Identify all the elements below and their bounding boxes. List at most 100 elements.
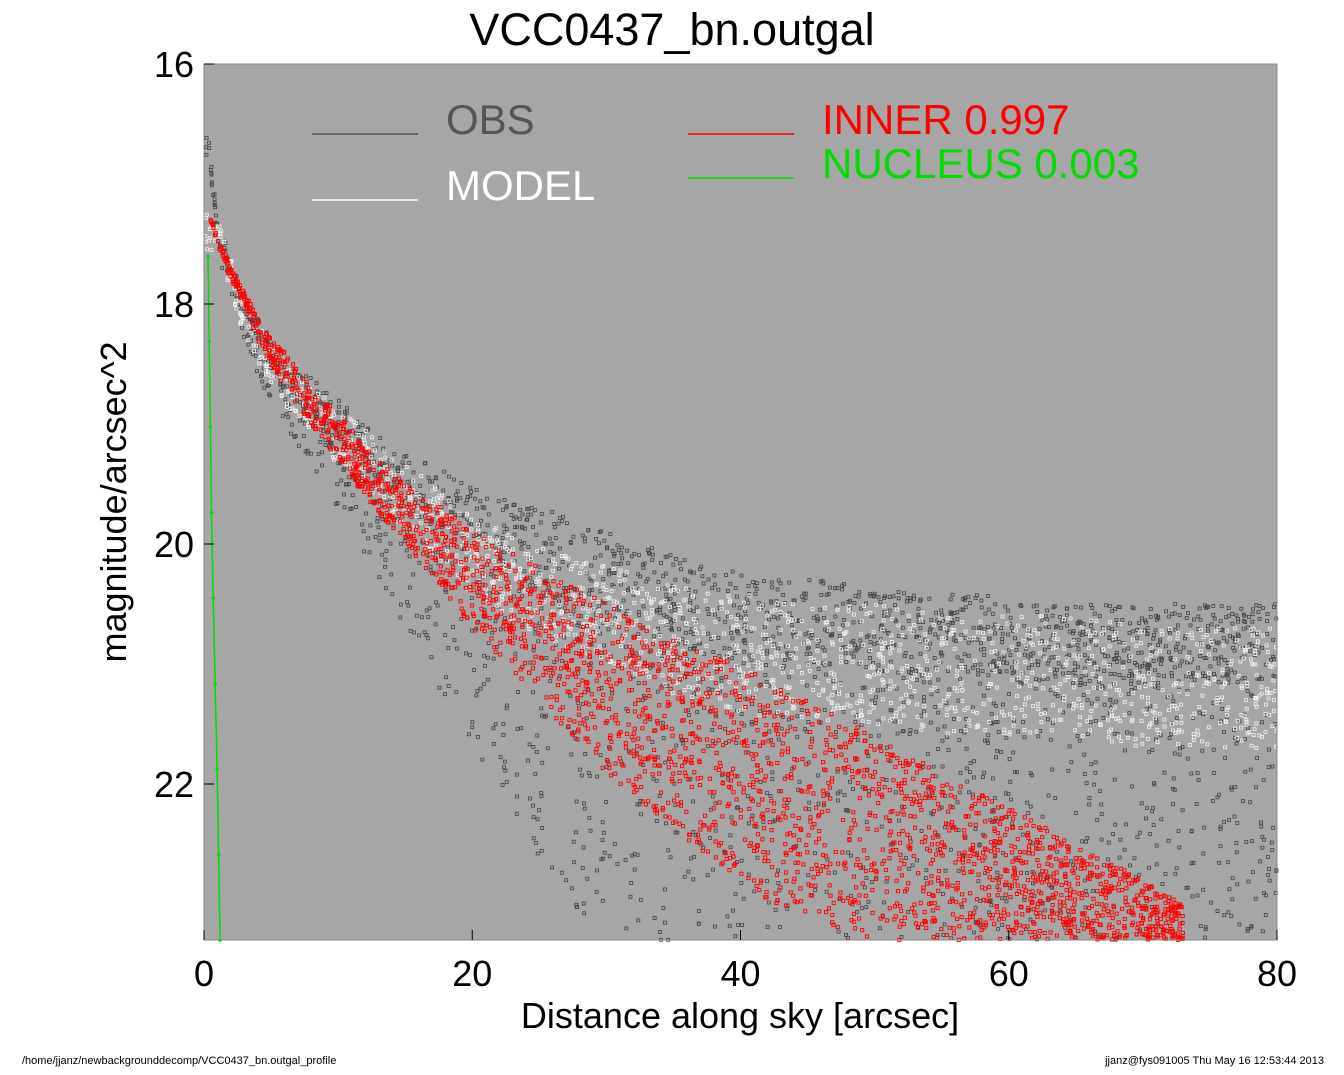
- obs-point: [822, 648, 827, 653]
- obs-point: [1178, 663, 1182, 668]
- obs-point: [1226, 910, 1231, 915]
- obs-point: [896, 634, 901, 638]
- obs-point: [411, 572, 416, 577]
- obs-point: [373, 446, 378, 450]
- obs-point: [813, 888, 818, 893]
- obs-point: [1230, 897, 1235, 902]
- obs-point: [936, 747, 940, 751]
- obs-point: [864, 905, 869, 910]
- obs-point: [207, 146, 212, 151]
- obs-point: [534, 750, 539, 754]
- obs-point: [927, 680, 932, 685]
- obs-point: [965, 779, 970, 784]
- obs-point: [976, 668, 980, 673]
- obs-point: [1078, 678, 1083, 683]
- obs-point: [1028, 652, 1033, 657]
- obs-point: [652, 570, 657, 575]
- obs-point: [1067, 744, 1072, 749]
- obs-point: [1261, 606, 1265, 610]
- obs-point: [966, 653, 971, 658]
- obs-point: [378, 533, 383, 537]
- obs-point: [893, 603, 897, 608]
- obs-point: [1245, 927, 1250, 931]
- obs-point: [309, 451, 314, 456]
- obs-point: [574, 902, 579, 907]
- obs-point: [493, 722, 498, 727]
- obs-point: [545, 746, 550, 751]
- obs-point: [380, 517, 385, 522]
- obs-point: [691, 632, 696, 636]
- obs-point: [1229, 668, 1234, 673]
- obs-point: [745, 794, 750, 799]
- obs-point: [693, 833, 698, 838]
- obs-point: [494, 645, 499, 649]
- obs-point: [918, 626, 923, 631]
- obs-point: [414, 613, 419, 618]
- obs-point: [717, 654, 722, 658]
- obs-point: [1148, 704, 1153, 709]
- obs-point: [929, 618, 934, 622]
- obs-point: [1007, 647, 1012, 652]
- obs-point: [569, 612, 574, 617]
- obs-point: [787, 611, 792, 616]
- obs-point: [1256, 644, 1261, 649]
- obs-point: [876, 663, 881, 668]
- obs-point: [1126, 646, 1131, 651]
- obs-point: [482, 653, 486, 658]
- obs-point: [1212, 616, 1217, 621]
- obs-point: [1009, 797, 1013, 802]
- obs-point: [367, 550, 372, 555]
- obs-point: [730, 656, 734, 661]
- obs-point: [874, 695, 878, 700]
- obs-point: [1083, 681, 1087, 686]
- obs-point: [1121, 641, 1126, 646]
- obs-point: [615, 543, 620, 548]
- obs-point: [1045, 676, 1050, 681]
- obs-point: [888, 659, 893, 664]
- obs-point: [993, 602, 998, 607]
- obs-point: [734, 741, 739, 745]
- obs-point: [795, 714, 800, 719]
- obs-point: [805, 661, 810, 666]
- obs-point: [688, 646, 692, 651]
- obs-point: [1160, 882, 1165, 886]
- obs-point: [806, 873, 811, 878]
- obs-point: [342, 505, 347, 510]
- obs-point: [867, 649, 872, 653]
- obs-point: [581, 901, 586, 906]
- obs-point: [433, 622, 438, 627]
- obs-point: [840, 587, 844, 592]
- obs-point: [1250, 839, 1254, 844]
- obs-point: [511, 517, 516, 521]
- obs-point: [993, 796, 997, 801]
- obs-point: [1217, 860, 1222, 865]
- obs-point: [315, 389, 320, 394]
- obs-point: [836, 929, 841, 934]
- obs-point: [637, 553, 641, 557]
- obs-point: [881, 687, 885, 692]
- obs-point: [991, 701, 996, 706]
- obs-point: [560, 519, 564, 523]
- obs-point: [918, 651, 923, 656]
- obs-point: [1121, 676, 1126, 680]
- obs-point: [580, 866, 585, 870]
- obs-point: [882, 614, 886, 618]
- obs-point: [1206, 676, 1210, 680]
- obs-point: [1274, 616, 1279, 621]
- obs-point: [868, 640, 873, 644]
- obs-point: [889, 708, 894, 713]
- obs-point: [1040, 639, 1044, 643]
- obs-point: [1242, 613, 1247, 618]
- obs-point: [512, 594, 516, 599]
- obs-point: [739, 573, 744, 578]
- obs-point: [671, 562, 676, 567]
- obs-point: [996, 730, 1001, 734]
- obs-point: [1220, 707, 1225, 711]
- obs-point: [900, 625, 905, 630]
- obs-point: [691, 830, 696, 834]
- obs-point: [663, 887, 667, 892]
- obs-point: [462, 514, 467, 519]
- obs-point: [1151, 636, 1156, 641]
- obs-point: [1177, 752, 1182, 757]
- obs-point: [437, 685, 442, 690]
